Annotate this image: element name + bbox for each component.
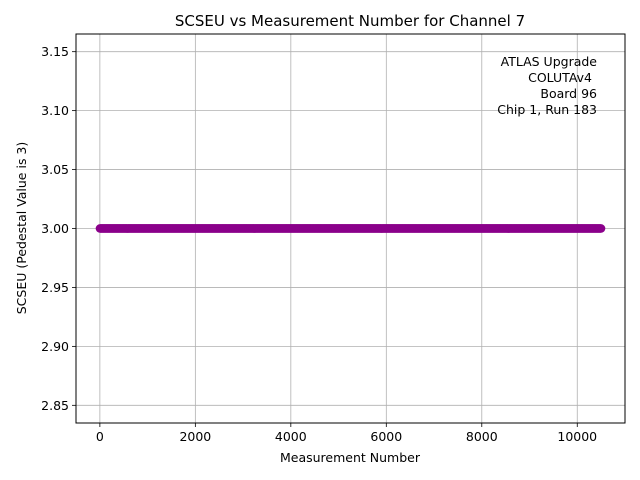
y-tick-label: 2.85 [41,398,69,413]
y-axis-ticks: 2.85 2.90 2.95 3.00 3.05 3.10 3.15 [41,44,76,413]
annotation: ATLAS Upgrade COLUTAv4 Board 96 Chip 1, … [497,54,597,117]
x-tick-label: 0 [96,429,104,444]
x-tick-label: 6000 [370,429,402,444]
annotation-line-2: COLUTAv4 [528,70,592,85]
y-tick-label: 2.95 [41,280,69,295]
y-axis-title: SCSEU (Pedestal Value is 3) [14,142,29,315]
annotation-line-4: Chip 1, Run 183 [497,102,597,117]
x-tick-label: 8000 [466,429,498,444]
y-tick-label: 3.05 [41,162,69,177]
annotation-line-1: ATLAS Upgrade [501,54,598,69]
data-points [95,224,606,233]
x-tick-label: 2000 [179,429,211,444]
x-axis-title: Measurement Number [280,450,421,465]
x-tick-label: 10000 [557,429,597,444]
y-tick-label: 3.10 [41,103,69,118]
x-axis-ticks: 0 2000 4000 6000 8000 10000 [96,423,597,444]
y-tick-label: 2.90 [41,339,69,354]
y-tick-label: 3.15 [41,44,69,59]
chart-title: SCSEU vs Measurement Number for Channel … [175,12,525,30]
annotation-line-3: Board 96 [540,86,597,101]
data-point [596,224,606,233]
x-tick-label: 4000 [275,429,307,444]
y-tick-label: 3.00 [41,221,69,236]
